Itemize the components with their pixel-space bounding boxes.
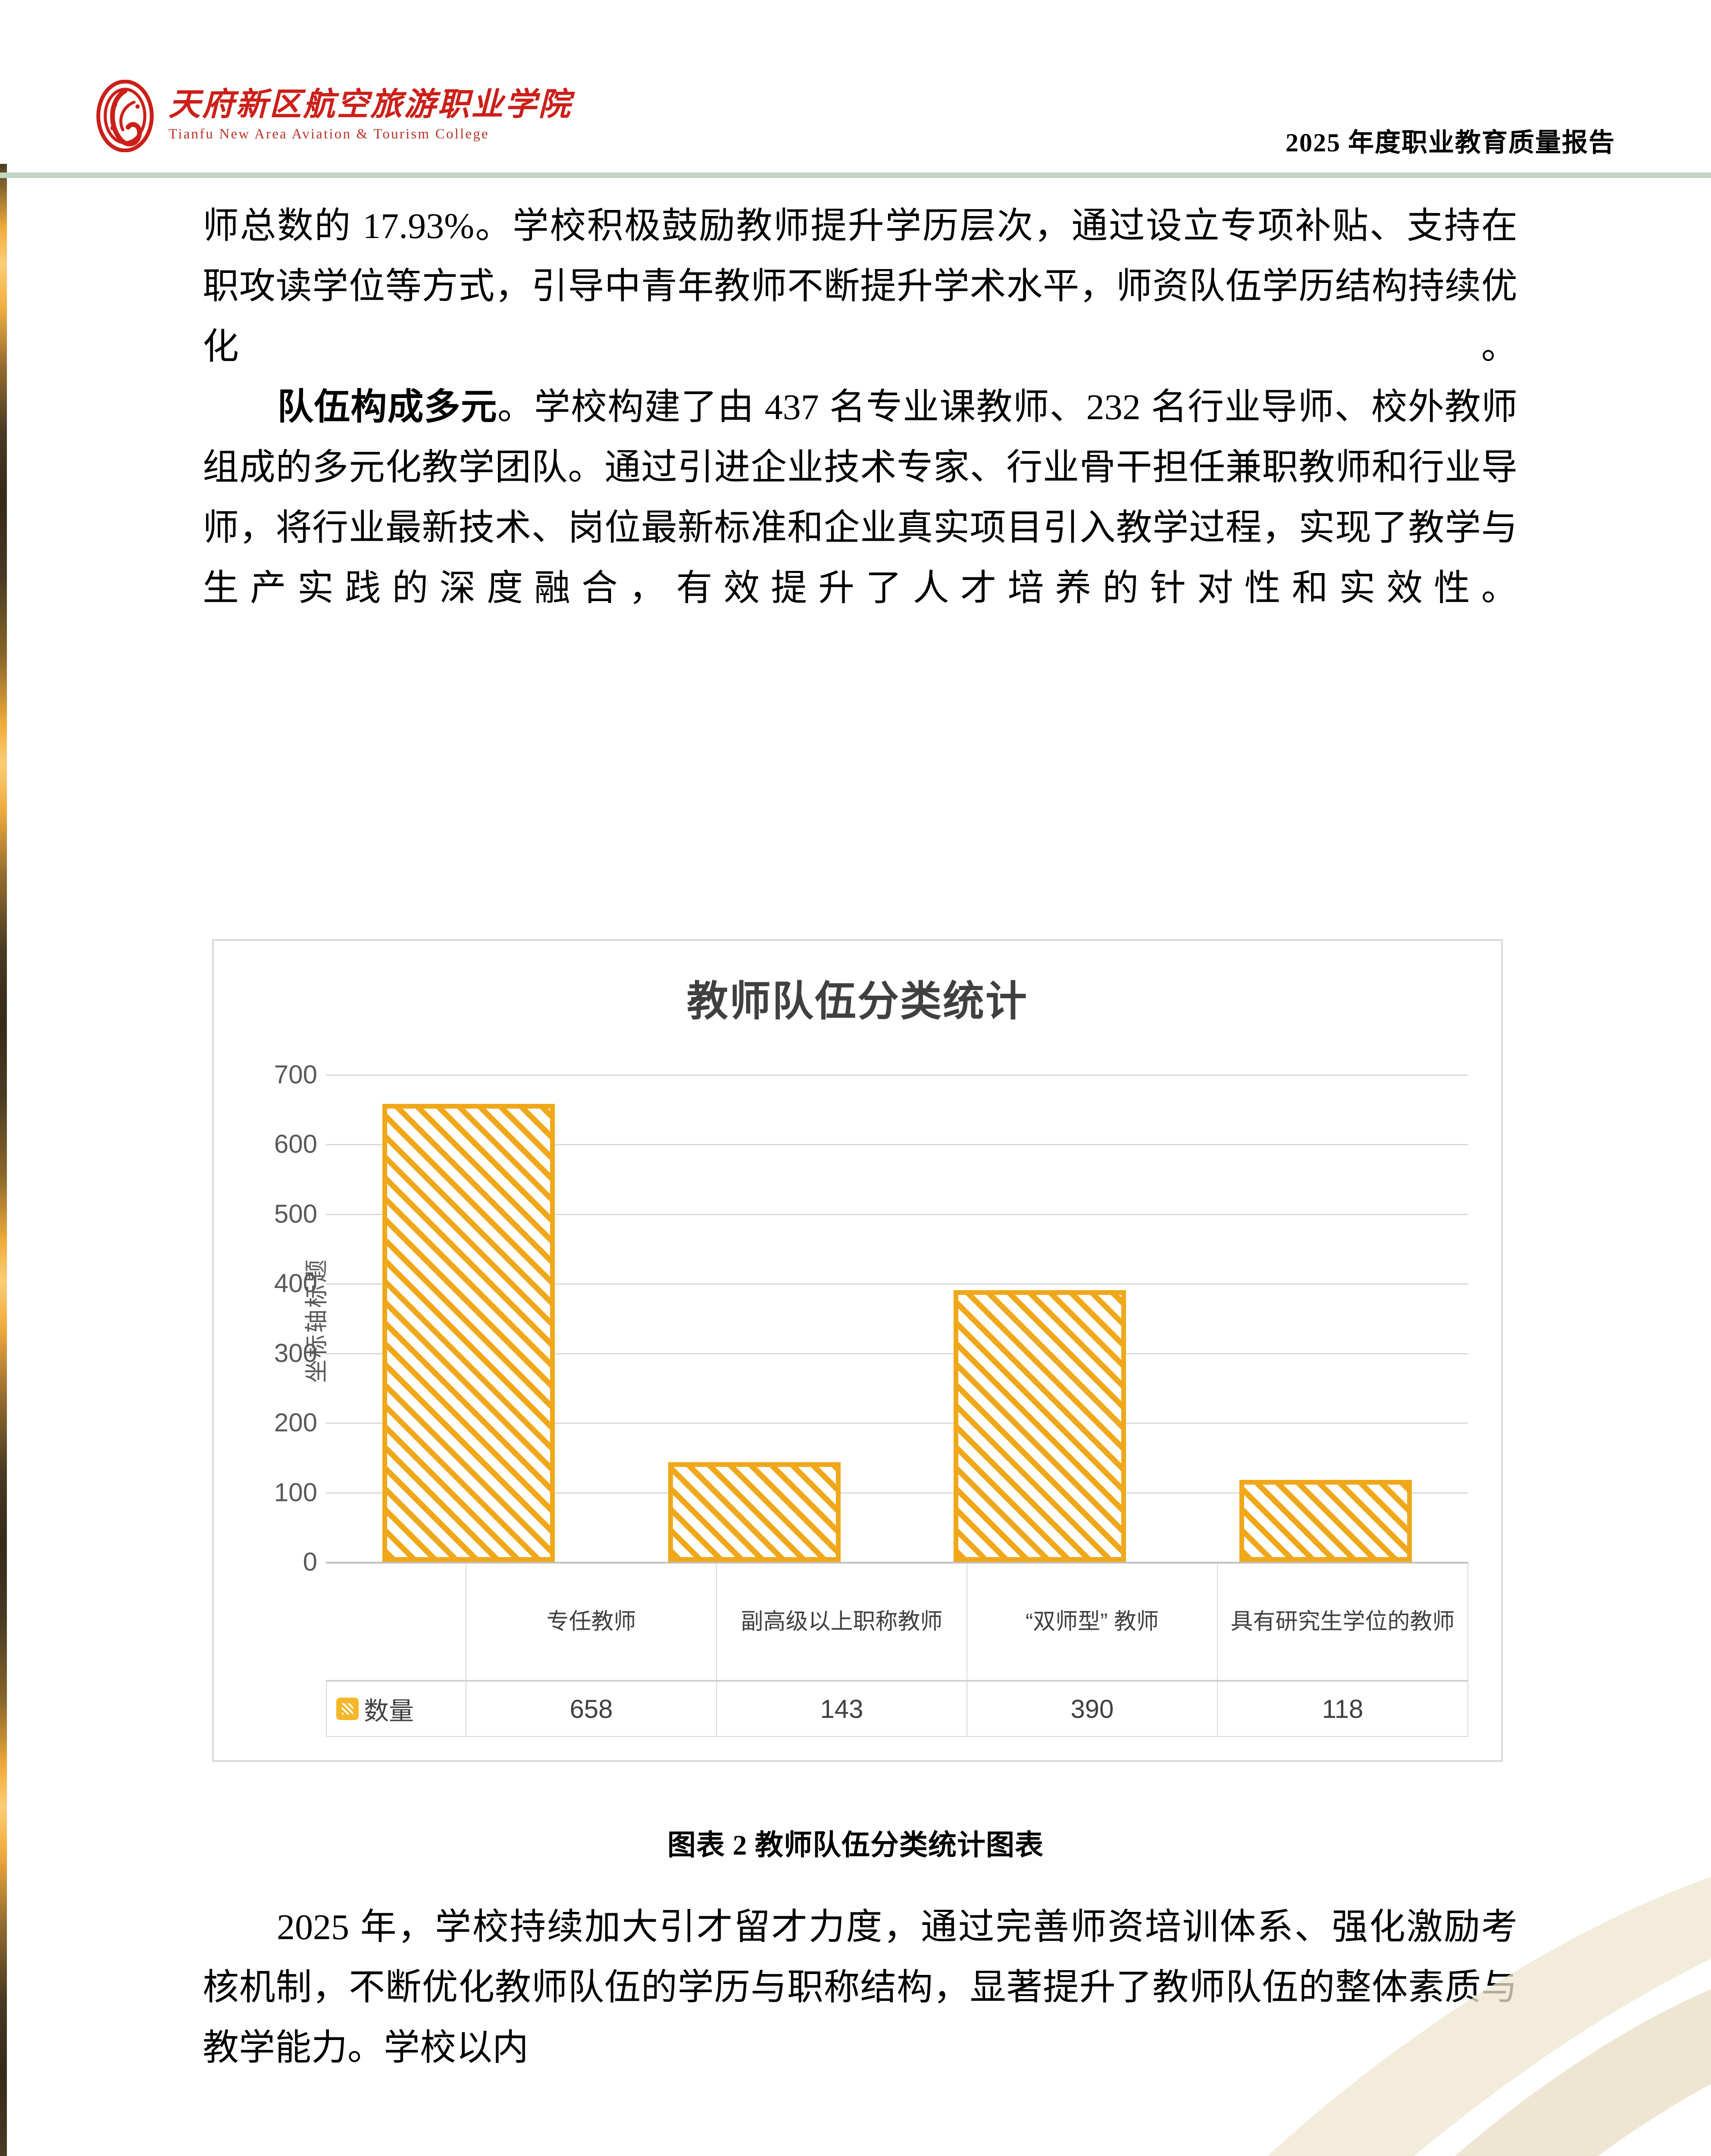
y-tick-label: 400 bbox=[274, 1269, 317, 1298]
y-tick-label: 0 bbox=[303, 1547, 317, 1576]
table-row-values: 数量 658 143 390 118 bbox=[326, 1680, 1468, 1737]
bar-series bbox=[326, 1075, 1468, 1562]
bar-slot bbox=[326, 1075, 612, 1562]
paragraph-1: 师总数的 17.93%。学校积极鼓励教师提升学历层次，通过设立专项补贴、支持在职… bbox=[203, 206, 1517, 367]
y-tick-label: 600 bbox=[274, 1129, 317, 1159]
value-cell: 390 bbox=[967, 1680, 1218, 1737]
chart-data-table: 专任教师 副高级以上职称教师 “双师型” 教师 具有研究生学位的教师 数量 65… bbox=[326, 1562, 1468, 1737]
gridline-200 bbox=[326, 1423, 1468, 1424]
college-emblem-icon bbox=[93, 80, 157, 152]
chart-figure: 教师队伍分类统计 坐标轴标题 700 600 500 400 300 200 1… bbox=[212, 939, 1503, 1762]
paragraph-3-text: 2025 年，学校持续加大引才留才力度，通过完善师资培训体系、强化激励考核机制，… bbox=[203, 1907, 1517, 2068]
y-tick-label: 200 bbox=[274, 1408, 317, 1437]
header-divider bbox=[0, 172, 1711, 178]
y-tick-label: 700 bbox=[274, 1060, 317, 1089]
paragraph-3: 2025 年，学校持续加大引才留才力度，通过完善师资培训体系、强化激励考核机制，… bbox=[203, 1897, 1517, 2078]
report-title: 2025 年度职业教育质量报告 bbox=[1286, 128, 1615, 157]
bar-zhuanren-jiaoshi[interactable] bbox=[382, 1103, 555, 1562]
gridline-600 bbox=[326, 1144, 1468, 1145]
college-logo-text: 天府新区航空旅游职业学院 Tianfu New Area Aviation & … bbox=[169, 88, 572, 144]
bar-yanjiusheng-xuewei[interactable] bbox=[1239, 1479, 1412, 1562]
paragraph-2: 队伍构成多元。学校构建了由 437 名专业课教师、232 名行业导师、校外教师组… bbox=[203, 377, 1517, 619]
page-header: 天府新区航空旅游职业学院 Tianfu New Area Aviation & … bbox=[0, 0, 1711, 181]
paragraph-2-lead: 队伍构成多元 bbox=[277, 387, 497, 427]
value-cell: 118 bbox=[1217, 1680, 1468, 1737]
value-cell: 143 bbox=[716, 1680, 967, 1737]
body-content: 师总数的 17.93%。学校积极鼓励教师提升学历层次，通过设立专项补贴、支持在职… bbox=[203, 196, 1517, 619]
legend-label: 数量 bbox=[364, 1697, 414, 1725]
bar-shuangshixing[interactable] bbox=[954, 1290, 1126, 1562]
category-cell: 副高级以上职称教师 bbox=[716, 1562, 967, 1681]
category-cell: 具有研究生学位的教师 bbox=[1217, 1562, 1468, 1681]
college-logo: 天府新区航空旅游职业学院 Tianfu New Area Aviation & … bbox=[93, 80, 572, 152]
figure-caption: 图表 2 教师队伍分类统计图表 bbox=[667, 1830, 1044, 1861]
college-name-en: Tianfu New Area Aviation & Tourism Colle… bbox=[169, 126, 489, 142]
bar-slot bbox=[612, 1075, 898, 1562]
gridline-100 bbox=[326, 1492, 1468, 1494]
college-name-cn: 天府新区航空旅游职业学院 bbox=[169, 87, 572, 122]
body-content-tail: 2025 年，学校持续加大引才留才力度，通过完善师资培训体系、强化激励考核机制，… bbox=[203, 1897, 1517, 2078]
bar-slot bbox=[897, 1075, 1183, 1562]
value-cell: 658 bbox=[466, 1680, 717, 1737]
gridline-400 bbox=[326, 1283, 1468, 1285]
category-cell: 专任教师 bbox=[466, 1562, 717, 1681]
chart-plot-area: 700 600 500 400 300 200 100 0 bbox=[274, 1060, 1468, 1576]
chart-title: 教师队伍分类统计 bbox=[687, 978, 1028, 1025]
left-binding-decoration bbox=[0, 164, 7, 2156]
y-tick-label: 500 bbox=[274, 1199, 317, 1228]
gridline-300 bbox=[326, 1353, 1468, 1354]
paragraph-2-rest: 。学校构建了由 437 名专业课教师、232 名行业导师、校外教师组成的多元化教… bbox=[203, 387, 1517, 608]
gridline-700 bbox=[326, 1075, 1468, 1076]
legend-swatch-icon bbox=[336, 1698, 359, 1720]
category-row-spacer bbox=[326, 1563, 466, 1681]
category-cell: “双师型” 教师 bbox=[967, 1562, 1218, 1681]
series-legend: 数量 bbox=[326, 1680, 466, 1737]
bar-slot bbox=[1183, 1075, 1469, 1562]
gridline-500 bbox=[326, 1214, 1468, 1215]
y-tick-label: 300 bbox=[274, 1338, 317, 1368]
bar-fugaoji-zhicheng[interactable] bbox=[668, 1462, 841, 1562]
y-tick-label: 100 bbox=[274, 1478, 317, 1507]
table-row-categories: 专任教师 副高级以上职称教师 “双师型” 教师 具有研究生学位的教师 bbox=[326, 1562, 1468, 1681]
